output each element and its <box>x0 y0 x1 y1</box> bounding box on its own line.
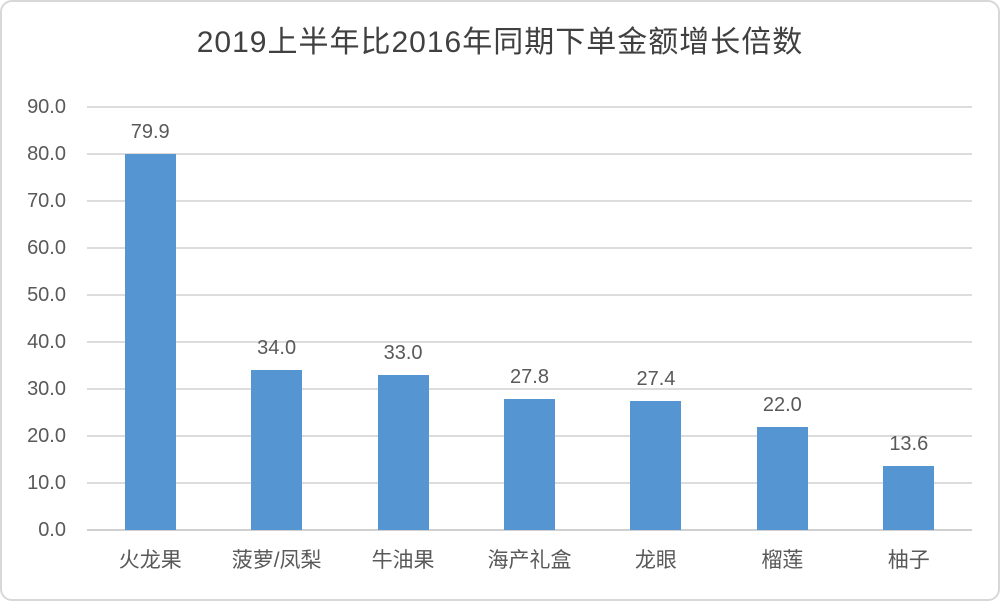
y-axis-tick-label: 60.0 <box>27 237 66 259</box>
bar-2 <box>251 370 303 530</box>
bar-6 <box>756 426 808 530</box>
y-axis-tick-label: 90.0 <box>27 96 66 118</box>
gridline <box>87 200 972 202</box>
x-axis-category-label: 海产礼盒 <box>487 549 572 572</box>
bar-7 <box>883 466 935 530</box>
bar-value-label: 22.0 <box>762 393 802 416</box>
y-axis-tick-label: 10.0 <box>27 472 66 494</box>
bar-value-label: 34.0 <box>257 337 297 360</box>
bar-4 <box>504 399 555 530</box>
x-axis-category-label: 榴莲 <box>761 549 804 572</box>
x-axis-category-label: 火龙果 <box>118 549 182 572</box>
y-axis-tick-label: 50.0 <box>27 284 66 306</box>
chart-title: 2019上半年比2016年同期下单金额增长倍数 <box>196 26 804 59</box>
gridline <box>87 106 972 108</box>
bar-5 <box>630 401 682 530</box>
x-axis-line <box>87 529 972 531</box>
gridline <box>87 247 972 249</box>
x-axis-category-label: 菠萝/凤梨 <box>231 549 322 572</box>
bar-value-label: 27.8 <box>510 366 549 389</box>
x-axis-category-label: 牛油果 <box>371 549 435 572</box>
gridline <box>87 294 972 296</box>
y-axis-tick-label: 80.0 <box>27 143 66 165</box>
y-axis-tick-label: 0.0 <box>38 519 66 541</box>
y-axis-tick-label: 40.0 <box>27 331 66 353</box>
bar-value-label: 79.9 <box>130 121 170 144</box>
bar-value-label: 13.6 <box>889 433 929 456</box>
gridline <box>87 388 972 390</box>
y-axis-tick-label: 70.0 <box>27 190 66 212</box>
x-axis-category-label: 柚子 <box>887 549 930 572</box>
gridline <box>87 341 972 343</box>
x-axis-category-label: 龙眼 <box>634 549 677 572</box>
gridline <box>87 153 972 155</box>
y-axis-tick-label: 30.0 <box>27 378 66 400</box>
bar-3 <box>377 374 429 530</box>
bar-value-label: 27.4 <box>636 368 676 391</box>
bar-1 <box>124 154 176 530</box>
plot-area <box>87 106 972 531</box>
y-axis-tick-label: 20.0 <box>27 425 66 447</box>
bar-value-label: 33.0 <box>383 341 423 364</box>
